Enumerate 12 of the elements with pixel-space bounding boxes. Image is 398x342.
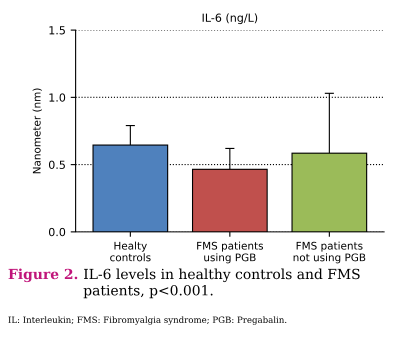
y-tick-label: 1.0	[49, 93, 66, 102]
y-axis-title: Nanometer (nm)	[32, 88, 42, 174]
y-tick-label: 0.5	[48, 160, 65, 169]
text: IL-6 levels in healthy controls and FMS patients, p<0.001.	[84, 268, 360, 298]
y-tick-label: 0.0	[48, 228, 66, 236]
text: IL: Interleukin; FMS: Fibromyalgia syndrome; PGB: Pregabalin.	[8, 316, 286, 325]
chart-title: IL-6 (ng/L)	[202, 13, 258, 24]
y-tick-label: 1.5	[49, 26, 65, 34]
x-tick-label: FMS patients using PGB	[197, 242, 264, 264]
x-tick-label: Healty controls	[110, 242, 151, 262]
caption: Figure 2.	[8, 268, 78, 282]
x-tick-label: FMS patients not using PGB	[294, 242, 366, 264]
